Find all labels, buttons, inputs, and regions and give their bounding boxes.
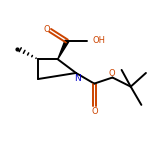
Text: O: O <box>43 25 50 34</box>
Text: OH: OH <box>92 36 105 45</box>
Text: O: O <box>92 107 98 116</box>
Text: O: O <box>109 69 116 78</box>
Polygon shape <box>58 40 69 59</box>
Text: N: N <box>74 74 81 83</box>
